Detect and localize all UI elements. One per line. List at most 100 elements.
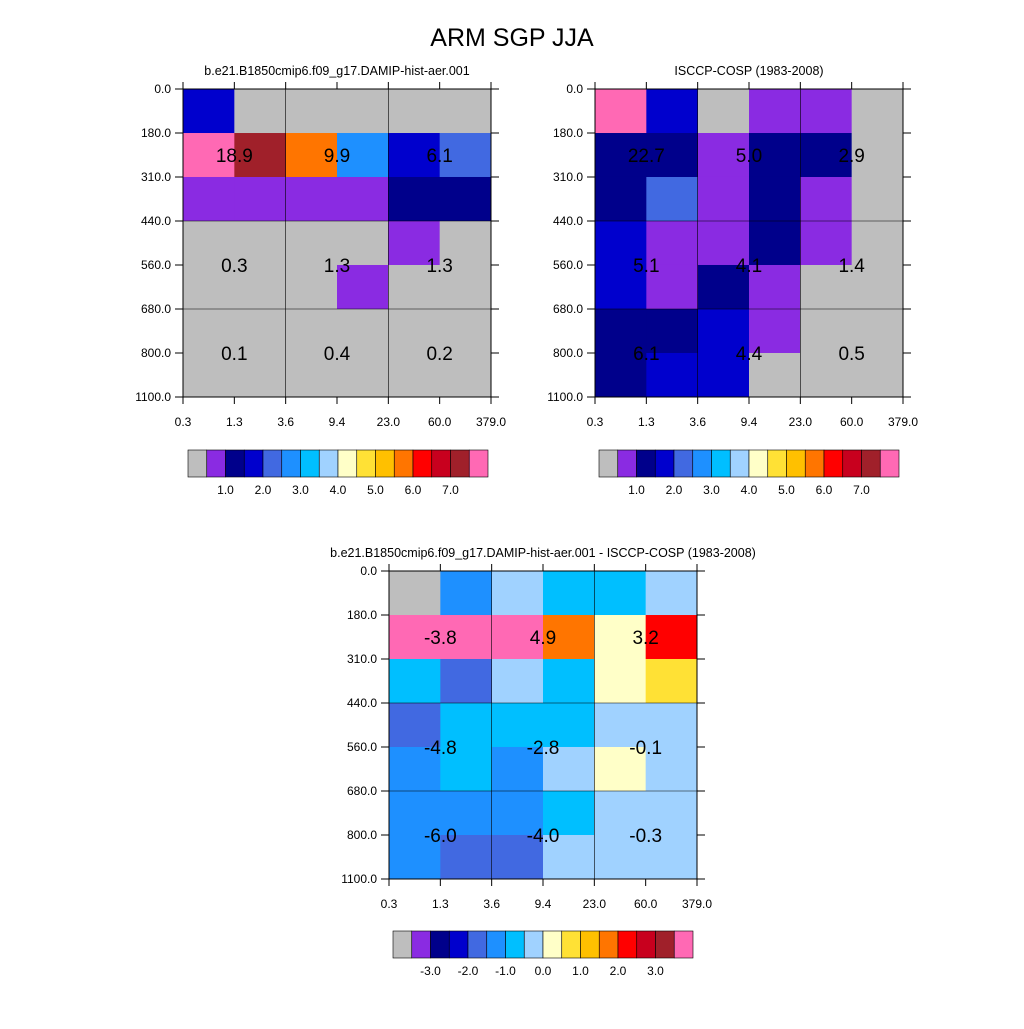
x-tick-label: 0.3	[587, 415, 604, 429]
cell-value-label: 0.3	[221, 256, 247, 277]
colorbar-label: 2.0	[255, 483, 272, 497]
heatmap-cell	[183, 352, 235, 398]
colorbar-swatch	[861, 449, 881, 478]
y-tick-label: 1100.0	[341, 872, 377, 886]
heatmap-cell	[389, 571, 441, 616]
heatmap-cell	[594, 834, 647, 880]
heatmap-cell	[594, 658, 647, 704]
colorbar-swatch	[673, 449, 694, 478]
y-tick-label: 800.0	[553, 346, 583, 360]
colorbar-swatch	[804, 449, 825, 478]
colorbar-swatch	[300, 449, 320, 478]
colorbar-swatch	[673, 930, 694, 959]
heatmap-cell	[234, 133, 287, 178]
y-tick-label: 310.0	[347, 652, 377, 666]
heatmap-cell	[800, 352, 853, 398]
cell-value-label: 3.2	[632, 628, 658, 649]
figure-title: ARM SGP JJA	[430, 24, 594, 52]
colorbar-label: 3.0	[703, 483, 720, 497]
heatmap-cell	[800, 309, 853, 354]
cell-value-label: 4.9	[530, 628, 556, 649]
heatmap-cell	[645, 658, 698, 704]
colorbar-swatch	[692, 449, 712, 478]
x-tick-label: 0.3	[381, 897, 398, 911]
colorbar-swatch	[393, 449, 414, 478]
colorbar-swatch	[636, 930, 656, 959]
heatmap-cell	[800, 89, 853, 134]
colorbar-swatch	[654, 449, 675, 478]
heatmap-cell	[439, 133, 492, 178]
heatmap-cell	[183, 264, 235, 310]
panel-title: b.e21.B1850cmip6.f09_g17.DAMIP-hist-aer.…	[204, 64, 469, 78]
colorbar-label: -3.0	[420, 964, 441, 978]
colorbar-swatch	[431, 449, 451, 478]
colorbar-label: 5.0	[367, 483, 384, 497]
y-tick-label: 440.0	[553, 214, 583, 228]
heatmap-cell	[389, 658, 441, 704]
heatmap-cell	[749, 221, 801, 266]
heatmap-cell	[183, 89, 235, 134]
colorbar-label: 7.0	[853, 483, 870, 497]
heatmap-cell	[285, 89, 338, 134]
heatmap-cell	[543, 791, 595, 836]
colorbar-swatch	[729, 449, 750, 478]
heatmap-cell	[595, 221, 647, 266]
colorbar-swatch	[225, 449, 245, 478]
y-tick-label: 0.0	[360, 564, 377, 578]
heatmap-cell	[491, 746, 544, 792]
colorbar-swatch	[281, 449, 301, 478]
colorbar-label: 4.0	[330, 483, 347, 497]
cell-value-label: 6.1	[633, 344, 659, 365]
cell-value-label: -0.1	[629, 738, 662, 759]
x-tick-label: 23.0	[583, 897, 607, 911]
heatmap-cell	[595, 352, 647, 398]
heatmap-cell	[749, 89, 801, 134]
heatmap-cell	[234, 352, 287, 398]
colorbar-swatch	[598, 930, 619, 959]
heatmap-cell	[595, 176, 647, 222]
colorbar-label: 6.0	[405, 483, 422, 497]
heatmap-cell	[491, 571, 544, 616]
y-tick-label: 680.0	[347, 784, 377, 798]
colorbar-swatch	[318, 449, 339, 478]
colorbar-label: 2.0	[610, 964, 627, 978]
heatmap-cell	[439, 309, 492, 354]
y-tick-label: 680.0	[141, 302, 171, 316]
colorbar-swatch	[823, 449, 844, 478]
heatmap-cell	[337, 352, 389, 398]
heatmap-cell	[851, 89, 904, 134]
colorbar-swatch	[505, 930, 525, 959]
heatmap-cell	[389, 791, 441, 836]
colorbar: 1.0 2.0 3.0 4.0 5.0 6.0 7.0	[598, 449, 900, 497]
x-tick-label: 9.4	[535, 897, 552, 911]
heatmap-cell	[851, 264, 904, 310]
colorbar-swatch	[430, 930, 450, 959]
heatmap-cell	[697, 264, 750, 310]
x-tick-label: 60.0	[428, 415, 452, 429]
heatmap-cell	[645, 703, 698, 748]
heatmap-cell	[440, 791, 493, 836]
colorbar-swatch	[375, 449, 395, 478]
heatmap-cell	[389, 615, 441, 660]
x-tick-label: 1.3	[432, 897, 449, 911]
cell-value-label: 4.1	[736, 256, 762, 277]
heatmap-cell	[543, 834, 595, 880]
heatmap-cell	[285, 221, 338, 266]
heatmap-cell	[646, 264, 699, 310]
heatmap-cell	[337, 221, 389, 266]
heatmap-cell	[285, 176, 338, 222]
heatmap-cell	[595, 264, 647, 310]
colorbar-swatch	[598, 449, 619, 478]
cell-value-label: -4.8	[424, 738, 457, 759]
heatmap-cell	[645, 746, 698, 792]
heatmap-cell	[388, 133, 441, 178]
heatmap-cell	[595, 89, 647, 134]
heatmap-cell	[697, 133, 750, 178]
heatmap-cell	[388, 309, 441, 354]
heatmap-cell	[440, 571, 493, 616]
colorbar-swatch	[580, 930, 600, 959]
x-tick-label: 1.3	[226, 415, 243, 429]
y-tick-label: 800.0	[347, 828, 377, 842]
colorbar-label: -1.0	[495, 964, 516, 978]
